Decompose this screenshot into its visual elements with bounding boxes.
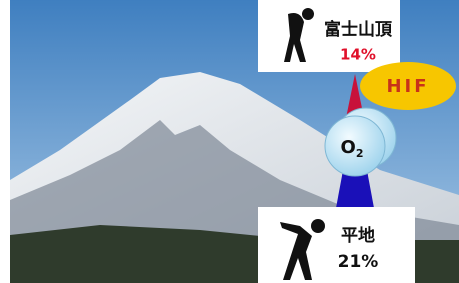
- ground-oxygen: 21%: [338, 252, 379, 272]
- hif-label: HIF: [386, 76, 429, 97]
- o2-sub: 2: [356, 147, 364, 160]
- summit-oxygen: 14%: [340, 46, 376, 64]
- infographic: 富士山頂 14% HIF O2 平地 21%: [0, 0, 459, 283]
- ground-label: 平地: [341, 225, 375, 246]
- ground-panel: [258, 207, 415, 283]
- summit-label: 富士山頂: [324, 19, 393, 40]
- o2-o: O: [341, 137, 356, 158]
